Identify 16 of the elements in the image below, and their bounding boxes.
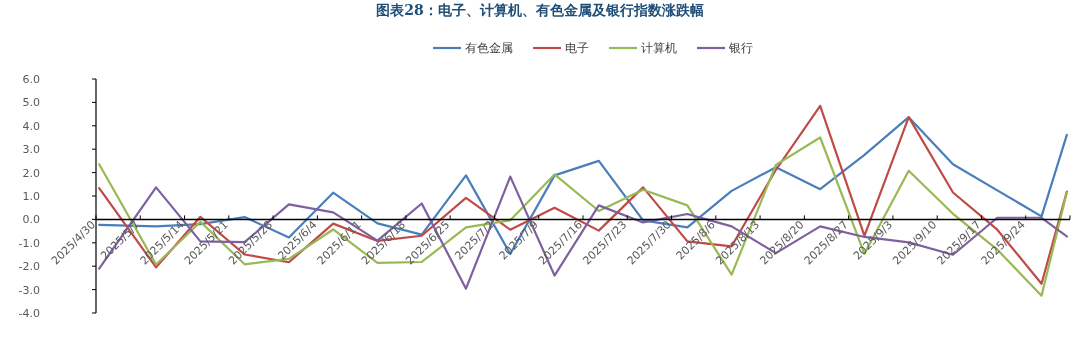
y-tick-label: -4.0 <box>18 307 40 320</box>
y-tick-label: 0.0 <box>22 213 40 227</box>
y-tick-label: -1.0 <box>18 236 40 250</box>
y-tick-label: 6.0 <box>22 73 40 86</box>
y-tick-label: 5.0 <box>22 96 40 110</box>
y-tick-label: 2.0 <box>22 166 40 180</box>
legend-label: 电子 <box>565 41 589 55</box>
y-tick-label: -3.0 <box>18 283 40 297</box>
y-tick-label: 4.0 <box>22 119 40 133</box>
legend-label: 计算机 <box>641 41 677 55</box>
legend-label: 有色金属 <box>465 41 513 55</box>
y-tick-label: -2.0 <box>18 260 40 274</box>
legend-label: 银行 <box>728 41 753 55</box>
y-tick-label: 3.0 <box>22 143 40 157</box>
chart-title: 图表28：电子、计算机、有色金属及银行指数涨跌幅 <box>376 2 704 18</box>
y-tick-label: 1.0 <box>22 190 40 203</box>
